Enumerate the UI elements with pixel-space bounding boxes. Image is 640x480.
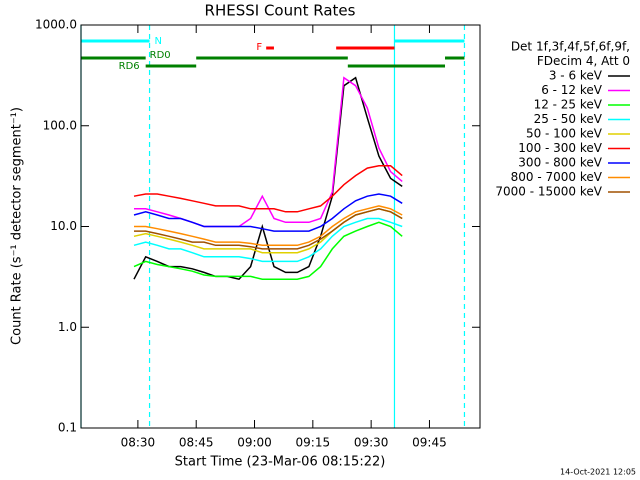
series-line — [133, 217, 403, 263]
flag-label: F — [256, 42, 262, 53]
y-axis-label: Count Rate (s⁻¹ detector segment⁻¹) — [10, 107, 25, 345]
chart-title: RHESSI Count Rates — [205, 2, 356, 20]
y-tick-label: 1.0 — [58, 320, 77, 334]
legend-label: 25 - 50 keV — [534, 112, 603, 126]
y-tick-label: 1000.0 — [35, 18, 77, 32]
legend-label: 7000 - 15000 keV — [495, 185, 602, 199]
y-tick-label: 0.1 — [58, 421, 77, 435]
flag-label: RD0 — [150, 50, 171, 61]
x-tick-label: 08:45 — [179, 436, 214, 450]
timestamp: 14-Oct-2021 12:05 — [560, 468, 636, 477]
legend-label: 12 - 25 keV — [534, 98, 603, 112]
legend-label: 300 - 800 keV — [518, 156, 602, 170]
series-line — [133, 165, 403, 213]
legend-header: FDecim 4, Att 0 — [537, 54, 630, 68]
x-tick-label: 08:30 — [121, 436, 156, 450]
flag-label: N — [155, 36, 162, 47]
series-line — [134, 208, 403, 250]
x-axis-label: Start Time (23-Mar-06 08:15:22) — [175, 455, 386, 470]
flag-label: RD6 — [119, 61, 140, 72]
x-tick-label: 09:30 — [354, 436, 389, 450]
y-tick-label: 100.0 — [43, 118, 77, 132]
series-line — [133, 76, 403, 281]
legend-label: 100 - 300 keV — [518, 141, 602, 155]
legend-label: 50 - 100 keV — [526, 127, 603, 141]
series-line — [133, 221, 403, 280]
legend-header: Det 1f,3f,4f,5f,6f,9f, — [511, 40, 630, 54]
x-tick-label: 09:00 — [237, 436, 272, 450]
legend-label: 800 - 7000 keV — [511, 170, 603, 184]
legend-label: 6 - 12 keV — [541, 83, 603, 97]
series-line — [133, 193, 403, 232]
x-tick-label: 09:45 — [412, 436, 447, 450]
series-line — [134, 205, 403, 247]
y-tick-label: 10.0 — [50, 219, 77, 233]
legend-label: 3 - 6 keV — [549, 69, 603, 83]
x-tick-label: 09:15 — [296, 436, 331, 450]
